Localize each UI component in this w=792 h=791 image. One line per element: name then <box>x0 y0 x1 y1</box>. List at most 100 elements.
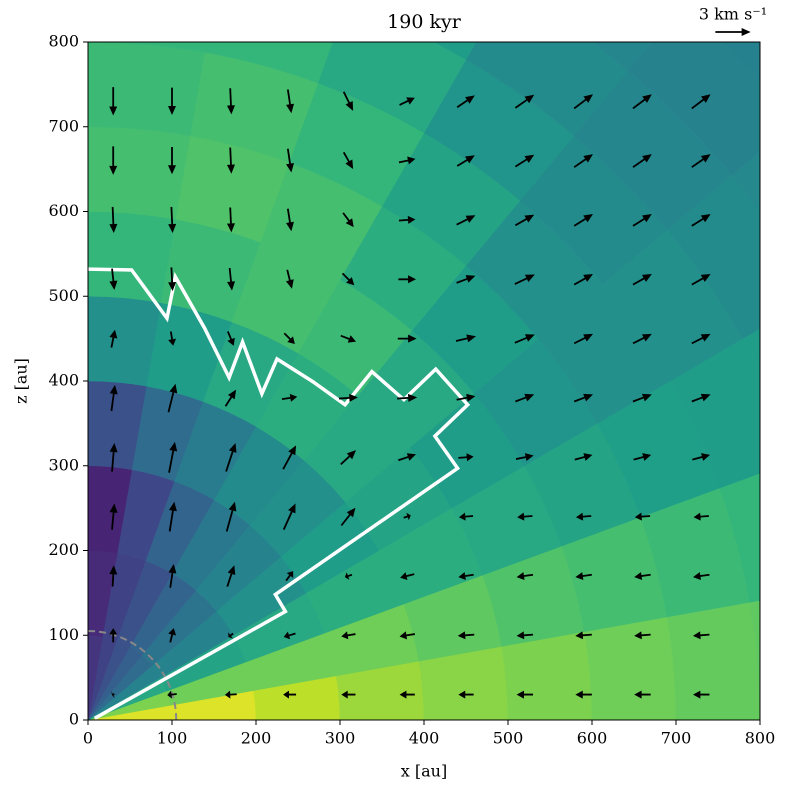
velocity-arrow <box>632 393 652 403</box>
velocity-arrow <box>456 215 476 226</box>
velocity-arrow <box>344 572 353 580</box>
velocity-arrow <box>109 146 118 175</box>
x-tick-label: 600 <box>577 729 608 748</box>
field-cell <box>204 42 333 84</box>
velocity-arrow <box>634 631 651 640</box>
velocity-arrow <box>283 690 297 699</box>
velocity-arrow <box>573 94 594 110</box>
x-axis-label: x [au] <box>401 762 447 781</box>
velocity-arrow <box>573 154 594 168</box>
velocity-arrow <box>109 329 118 348</box>
velocity-arrow <box>575 512 592 521</box>
velocity-arrow <box>575 631 592 640</box>
velocity-arrow <box>282 503 296 531</box>
velocity-arrow <box>455 334 476 343</box>
x-tick-label: 0 <box>83 729 93 748</box>
quiver-key-arrow <box>715 28 751 36</box>
velocity-arrow <box>109 628 118 643</box>
y-tick-label: 600 <box>48 201 79 220</box>
velocity-arrow <box>109 268 118 290</box>
field-cell <box>88 126 191 220</box>
field-cell <box>591 42 653 72</box>
velocity-arrow <box>342 151 354 169</box>
velocity-arrow <box>226 147 235 174</box>
velocity-arrow <box>168 628 177 643</box>
velocity-arrow <box>691 214 711 227</box>
velocity-arrow <box>575 572 592 580</box>
velocity-arrow <box>342 212 354 228</box>
velocity-arrow <box>340 334 357 343</box>
velocity-arrow <box>634 690 651 699</box>
velocity-arrow <box>458 512 474 521</box>
velocity-arrow <box>632 154 652 168</box>
velocity-arrow <box>168 441 178 473</box>
y-tick-label: 400 <box>48 371 79 390</box>
velocity-arrow <box>109 206 118 234</box>
y-axis-label: z [au] <box>12 358 31 404</box>
velocity-arrow <box>226 565 236 587</box>
velocity-arrow <box>692 453 711 461</box>
overlay-layer <box>88 267 471 720</box>
field-cell <box>666 601 760 720</box>
velocity-arrow <box>109 565 118 587</box>
velocity-arrow <box>399 690 415 699</box>
y-tick-label: 800 <box>48 32 79 51</box>
velocity-arrow <box>458 572 474 580</box>
quiver-layer <box>109 87 711 699</box>
chart-title: 190 kyr <box>387 11 462 33</box>
x-tick-label: 300 <box>325 729 356 748</box>
velocity-arrow <box>633 453 652 461</box>
velocity-arrow <box>225 443 237 472</box>
velocity-arrow <box>693 512 709 521</box>
velocity-arrow <box>456 393 476 402</box>
velocity-arrow <box>109 443 118 472</box>
velocity-arrow <box>168 564 177 588</box>
velocity-arrow <box>692 572 710 580</box>
velocity-arrow <box>573 393 594 403</box>
x-tick-label: 500 <box>493 729 524 748</box>
velocity-arrow <box>342 91 354 111</box>
field-cell <box>731 150 760 212</box>
velocity-arrow <box>340 450 357 466</box>
velocity-arrow <box>398 275 417 284</box>
field-cell <box>88 211 176 303</box>
velocity-arrow <box>286 89 294 114</box>
velocity-arrow <box>168 147 176 175</box>
velocity-arrow <box>458 453 474 462</box>
y-tick-label: 300 <box>48 455 79 474</box>
velocity-arrow <box>341 631 356 640</box>
velocity-arrow <box>691 393 711 403</box>
velocity-arrow <box>228 632 234 639</box>
velocity-arrow <box>632 333 652 345</box>
velocity-arrow <box>515 453 534 462</box>
field-cell <box>627 42 760 176</box>
velocity-arrow <box>514 94 535 109</box>
x-tick-label: 800 <box>745 729 776 748</box>
y-tick-label: 200 <box>48 540 79 559</box>
dashed-circle <box>88 630 178 720</box>
y-tick-label: 0 <box>69 710 79 729</box>
velocity-arrow <box>456 275 476 284</box>
velocity-arrow <box>168 87 176 115</box>
velocity-arrow <box>632 94 652 110</box>
velocity-arrow <box>338 393 358 402</box>
field-cell <box>719 472 760 603</box>
velocity-arrow <box>516 631 534 640</box>
field-cell <box>88 42 207 53</box>
velocity-arrow <box>285 571 294 582</box>
velocity-arrow <box>283 332 295 344</box>
velocity-arrow <box>456 95 475 108</box>
velocity-arrow <box>167 690 177 699</box>
velocity-arrow <box>574 453 593 461</box>
velocity-arrow <box>514 214 535 227</box>
velocity-arrow <box>632 273 652 286</box>
velocity-arrow <box>692 631 710 640</box>
velocity-arrow <box>283 631 296 640</box>
velocity-arrow <box>514 154 535 168</box>
field-cell <box>584 616 677 720</box>
velocity-arrow <box>281 393 298 402</box>
velocity-arrow <box>573 333 594 345</box>
field-layer <box>88 42 760 720</box>
velocity-arrow <box>634 572 651 580</box>
velocity-arrow <box>691 273 711 286</box>
